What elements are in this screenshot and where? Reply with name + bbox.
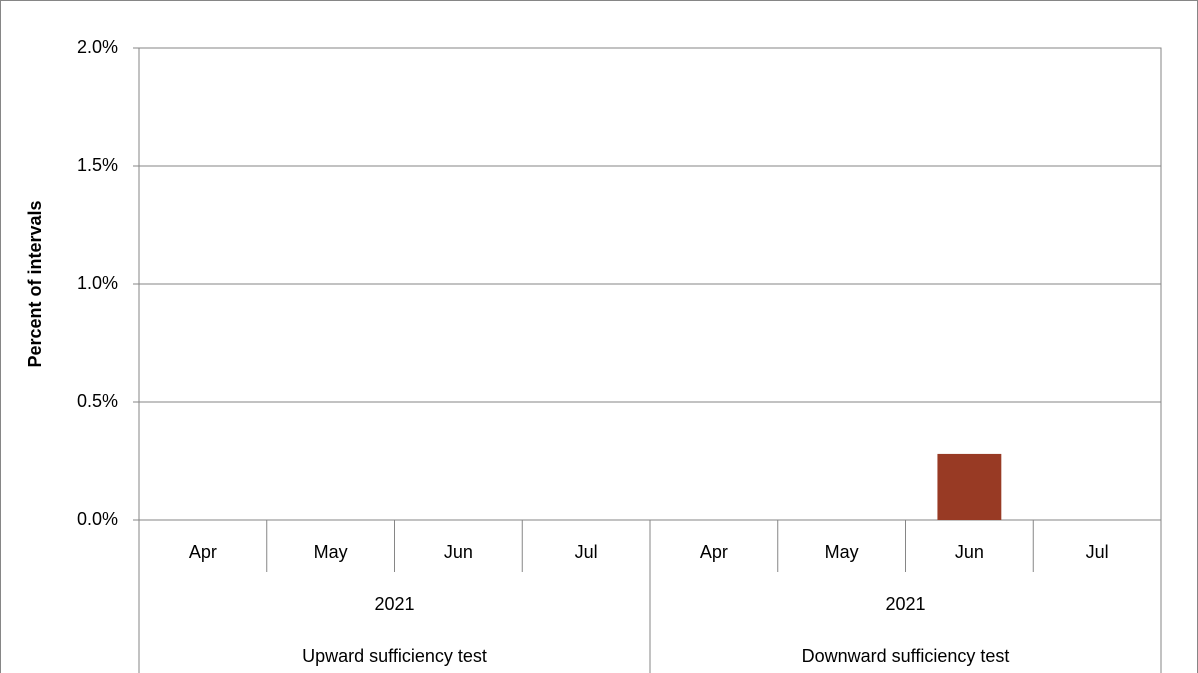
x-tick-label: May <box>825 542 859 562</box>
y-tick-label: 1.5% <box>77 155 118 175</box>
y-tick-label: 2.0% <box>77 37 118 57</box>
y-axis-label: Percent of intervals <box>25 200 45 367</box>
x-tick-label: Jul <box>1086 542 1109 562</box>
x-tick-label: Apr <box>189 542 217 562</box>
x-tick-label: Jun <box>444 542 473 562</box>
x-tick-label: May <box>314 542 348 562</box>
y-tick-label: 0.5% <box>77 391 118 411</box>
y-tick-label: 1.0% <box>77 273 118 293</box>
x-tick-label: Jun <box>955 542 984 562</box>
group-year-label: 2021 <box>885 594 925 614</box>
y-tick-label: 0.0% <box>77 509 118 529</box>
group-label: Downward sufficiency test <box>802 646 1010 666</box>
x-tick-label: Apr <box>700 542 728 562</box>
bar <box>937 453 1002 520</box>
x-tick-label: Jul <box>575 542 598 562</box>
group-year-label: 2021 <box>374 594 414 614</box>
group-label: Upward sufficiency test <box>302 646 487 666</box>
